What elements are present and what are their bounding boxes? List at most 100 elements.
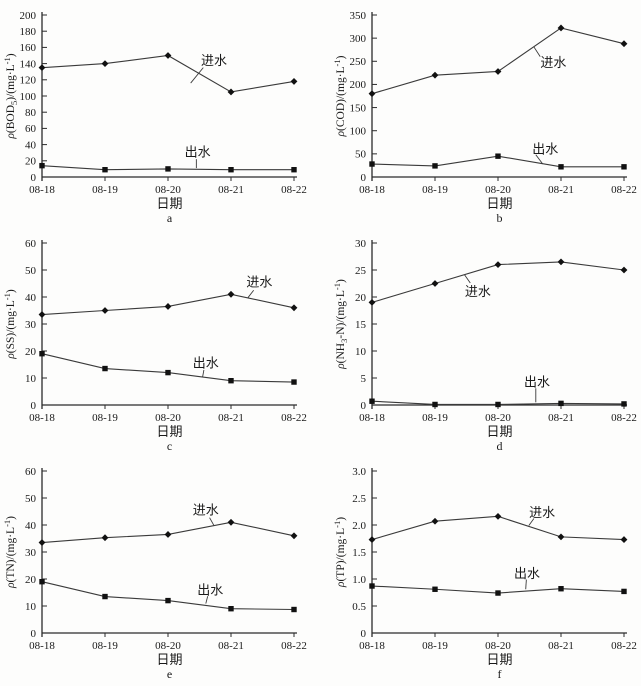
marker-diamond-influent bbox=[164, 52, 172, 59]
y-tick-label: 30 bbox=[25, 547, 37, 559]
y-tick-label: 5 bbox=[361, 373, 367, 385]
marker-diamond-influent bbox=[164, 303, 172, 310]
marker-square-effluent bbox=[621, 401, 627, 407]
y-tick-label: 30 bbox=[355, 238, 367, 250]
marker-diamond-influent bbox=[368, 90, 376, 98]
y-tick-label: 0 bbox=[361, 628, 367, 640]
marker-square-effluent bbox=[102, 167, 108, 173]
x-tick-label: 08-18 bbox=[29, 640, 55, 652]
y-axis-title: ρ(COD)/(mg·L-1) bbox=[332, 55, 347, 137]
marker-diamond-influent bbox=[494, 68, 502, 75]
x-tick-label: 08-20 bbox=[485, 412, 511, 424]
x-tick-label: 08-19 bbox=[92, 412, 118, 424]
marker-square-effluent bbox=[621, 164, 627, 170]
x-tick-label: 08-22 bbox=[281, 640, 307, 652]
y-tick-label: 3.0 bbox=[352, 466, 366, 478]
marker-square-effluent bbox=[369, 398, 375, 404]
chart-cell-b: 0 50 100 150 200 250 300 350 08-18 08-19 08-20 08-2… bbox=[320, 0, 641, 228]
chart-cell-a: 0 20 40 60 80 100 120 140 160 180 200 08-18 08-19 08-… bbox=[0, 0, 320, 228]
chart-d: 0 5 10 15 20 25 30 08-18 08-19 08-20 08-21 08-22 ρ(N… bbox=[332, 238, 637, 453]
x-tick-label: 08-20 bbox=[155, 412, 181, 424]
y-tick-label: 40 bbox=[25, 139, 37, 151]
x-tick-label: 08-19 bbox=[422, 640, 448, 652]
marker-square-effluent bbox=[39, 162, 45, 169]
marker-square-effluent bbox=[558, 400, 564, 407]
x-tick-label: 08-18 bbox=[29, 184, 55, 196]
y-tick-label: 20 bbox=[25, 574, 37, 586]
marker-diamond-influent bbox=[494, 512, 502, 520]
y-axis-title: ρ(NH3-N)/(mg·L-1) bbox=[332, 279, 349, 370]
series-line-influent bbox=[41, 54, 295, 93]
y-tick-label: 160 bbox=[20, 42, 37, 54]
subplot-letter: d bbox=[497, 439, 503, 453]
marker-square-effluent bbox=[558, 164, 564, 170]
y-tick-label: 40 bbox=[25, 292, 37, 304]
marker-square-effluent bbox=[228, 606, 234, 612]
x-axis-title: 日期 bbox=[156, 424, 182, 439]
chart-cell-c: 0 10 20 30 40 50 60 08-18 08-19 08-20 08-21 08-22 ρ(… bbox=[0, 228, 320, 456]
marker-square-effluent bbox=[369, 161, 375, 167]
x-tick-label: 08-21 bbox=[548, 640, 574, 652]
series-line-influent bbox=[371, 27, 625, 95]
marker-diamond-influent bbox=[164, 531, 172, 538]
y-tick-label: 0 bbox=[361, 400, 367, 412]
y-tick-label: 180 bbox=[20, 26, 37, 38]
marker-square-effluent bbox=[228, 378, 234, 384]
y-tick-label: 30 bbox=[25, 319, 37, 331]
y-tick-label: 0 bbox=[31, 628, 37, 640]
y-tick-label: 0 bbox=[31, 172, 37, 184]
annotation-label-effluent: 出水 bbox=[197, 582, 223, 597]
subplot-letter: a bbox=[167, 211, 173, 225]
marker-diamond-influent bbox=[431, 280, 439, 287]
x-tick-label: 08-21 bbox=[218, 412, 244, 424]
marker-square-effluent bbox=[558, 586, 564, 592]
annotation-leader-influent bbox=[209, 517, 215, 526]
y-tick-label: 200 bbox=[350, 79, 367, 91]
x-axis-title: 日期 bbox=[486, 652, 512, 667]
marker-square-effluent bbox=[291, 379, 297, 385]
x-tick-label: 08-19 bbox=[422, 412, 448, 424]
marker-diamond-influent bbox=[620, 266, 628, 274]
chart-b: 0 50 100 150 200 250 300 350 08-18 08-19 08-20 08-2… bbox=[332, 10, 637, 225]
marker-square-effluent bbox=[495, 401, 501, 408]
series-line-effluent bbox=[41, 353, 295, 383]
marker-diamond-influent bbox=[368, 536, 376, 543]
marker-diamond-influent bbox=[227, 88, 235, 96]
x-tick-label: 08-18 bbox=[359, 640, 385, 652]
series-line-influent bbox=[371, 515, 625, 541]
series-line-effluent bbox=[41, 581, 295, 611]
marker-diamond-influent bbox=[38, 311, 46, 318]
marker-diamond-influent bbox=[494, 261, 502, 268]
marker-diamond-influent bbox=[227, 290, 235, 298]
y-tick-label: 200 bbox=[20, 10, 37, 22]
marker-square-effluent bbox=[39, 579, 45, 585]
y-tick-label: 150 bbox=[350, 102, 367, 114]
y-tick-label: 60 bbox=[25, 123, 37, 135]
chart-cell-f: 0 0.5 1.0 1.5 2.0 2.5 3.0 08-18 08-19 08-20 08-21 0… bbox=[320, 456, 641, 686]
marker-square-effluent bbox=[621, 588, 627, 595]
y-tick-label: 350 bbox=[350, 10, 367, 22]
x-tick-label: 08-19 bbox=[92, 640, 118, 652]
annotation-label-effluent: 出水 bbox=[532, 141, 558, 156]
x-tick-label: 08-21 bbox=[548, 184, 574, 196]
x-tick-label: 08-18 bbox=[359, 184, 385, 196]
marker-diamond-influent bbox=[557, 533, 565, 541]
annotation-leader-effluent bbox=[205, 596, 209, 604]
annotation-label-influent: 进水 bbox=[465, 284, 491, 299]
x-axis-title: 日期 bbox=[486, 424, 512, 439]
y-tick-label: 2.5 bbox=[352, 493, 366, 505]
x-tick-label: 08-18 bbox=[359, 412, 385, 424]
y-tick-label: 80 bbox=[25, 107, 37, 119]
marker-square-effluent bbox=[39, 351, 45, 357]
x-tick-label: 08-22 bbox=[281, 412, 307, 424]
annotation-leader-influent bbox=[464, 274, 471, 284]
chart-cell-e: 0 10 20 30 40 50 60 08-18 08-19 08-20 08-21 08-22 ρ(… bbox=[0, 456, 320, 686]
annotation-label-effluent: 出水 bbox=[514, 566, 540, 581]
marker-diamond-influent bbox=[368, 299, 376, 306]
x-tick-label: 08-21 bbox=[218, 184, 244, 196]
marker-square-effluent bbox=[432, 163, 438, 169]
marker-square-effluent bbox=[291, 606, 297, 613]
marker-square-effluent bbox=[432, 586, 438, 592]
x-axis-title: 日期 bbox=[156, 196, 182, 211]
y-axis-title: ρ(BOD5)/(mg·L-1) bbox=[2, 53, 19, 139]
